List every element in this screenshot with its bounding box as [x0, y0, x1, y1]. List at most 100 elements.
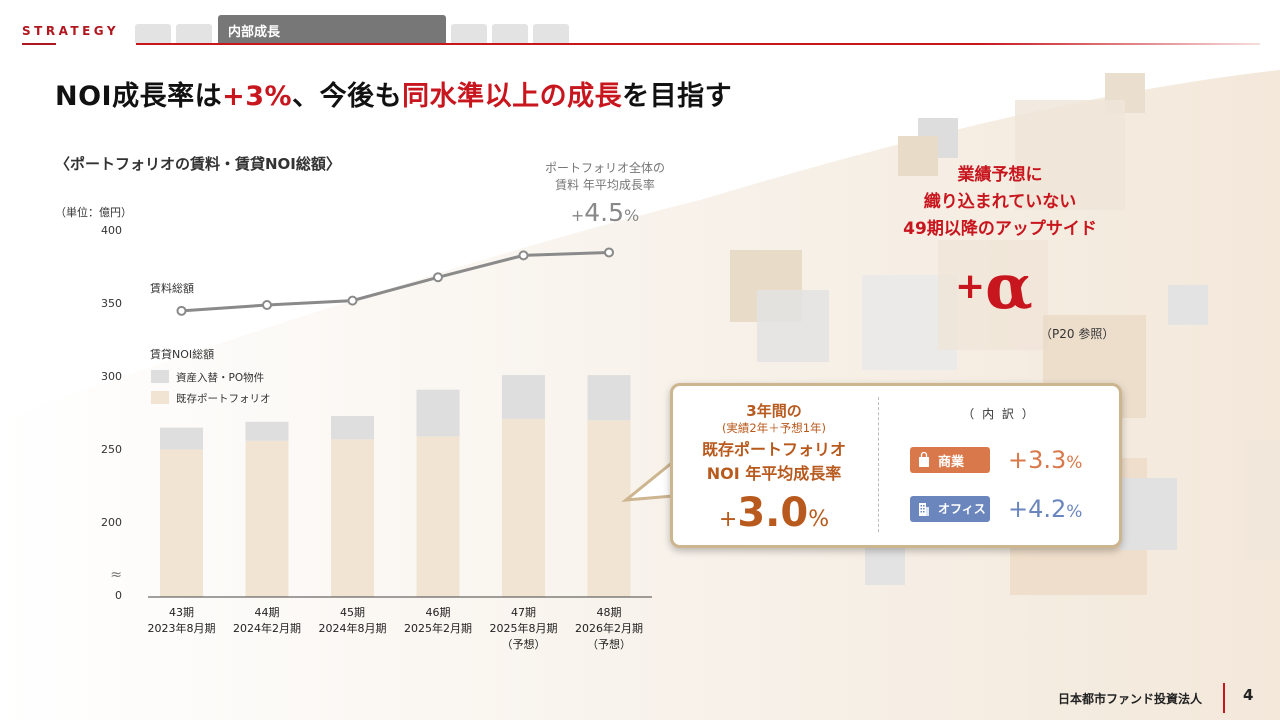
x-tick-period: 48期: [596, 606, 622, 619]
upside-line3: 49期以降のアップサイド: [903, 219, 1097, 239]
bar-existing-portfolio: [331, 439, 374, 597]
retail-badge: 商業: [910, 447, 990, 473]
header-rule: [136, 43, 1260, 45]
office-plus: +: [1008, 495, 1029, 523]
upside-plus: +: [955, 266, 986, 307]
callout-main-line2: NOI 年平均成長率: [706, 464, 842, 483]
y-tick-label: 200: [101, 516, 122, 529]
bar-existing-portfolio: [160, 449, 203, 597]
retail-label: 商業: [938, 455, 965, 470]
y-tick-label: 250: [101, 443, 122, 456]
rent-growth-number: 4.5: [584, 198, 624, 227]
office-number: 4.2: [1028, 495, 1067, 523]
chart-unit: （単位：億円）: [55, 206, 132, 219]
noi-series-label: 賃貸NOI総額: [150, 348, 215, 361]
rent-total-point: [518, 250, 529, 261]
noi-growth-callout: [670, 383, 1122, 548]
x-tick-label: 48期 2026年2月期 （予想）: [561, 605, 657, 653]
rent-total-point: [604, 247, 614, 258]
nav-tab[interactable]: [492, 24, 528, 43]
x-tick-period: 43期: [169, 606, 194, 619]
x-tick-sublabel: 2026年2月期: [575, 622, 643, 635]
x-tick-sublabel: （予想）: [501, 638, 546, 651]
alpha-symbol: α: [985, 250, 1033, 323]
bar-asset-replacement: [160, 427, 203, 450]
rent-growth-value: +4.5%: [530, 198, 680, 227]
rent-total-line: [181, 250, 610, 313]
y-tick-label: 350: [101, 297, 122, 310]
x-tick-period: 45期: [340, 606, 365, 619]
nav-tab-active[interactable]: 内部成長: [218, 15, 446, 43]
office-badge: オフィス: [910, 496, 990, 522]
breakdown-title: （ 内 訳 ）: [962, 407, 1036, 421]
retail-number: 3.3: [1028, 446, 1067, 474]
callout-plus: +: [718, 507, 738, 532]
x-tick-sublabel: 2024年2月期: [233, 622, 301, 635]
x-tick-sublabel: 2023年8月期: [147, 622, 216, 635]
x-tick-sublabel: （予想）: [587, 638, 631, 651]
callout-divider: [878, 397, 879, 532]
axis-break-mark: ≈: [110, 567, 122, 583]
upside-alpha: +α: [955, 250, 1033, 323]
retail-plus: +: [1008, 446, 1029, 474]
office-percent: %: [1066, 502, 1083, 522]
callout-subtitle: (実績2年＋予想1年): [721, 421, 827, 435]
rent-growth-line2: 賃料 年平均成長率: [555, 178, 655, 192]
bar-existing-portfolio: [416, 436, 460, 597]
rent-growth-annotation: ポートフォリオ全体の 賃料 年平均成長率: [530, 160, 680, 194]
title-part: 、今後も: [292, 81, 403, 112]
x-tick-sublabel: 2025年8月期: [489, 622, 558, 635]
bar-asset-replacement: [416, 389, 460, 437]
rent-growth-plus: +: [570, 206, 585, 225]
section-underline: [22, 43, 56, 45]
legend-label-existing: 既存ポートフォリオ: [176, 393, 271, 405]
legend-label-po: 資産入替・PO物件: [176, 372, 265, 384]
callout-value: +3.0%: [672, 490, 876, 536]
y-tick-label: 400: [101, 224, 122, 237]
title-part: を目指す: [622, 81, 733, 112]
y-tick-label: 300: [101, 370, 122, 383]
x-tick-label: 43期 2023年8月期: [134, 605, 230, 637]
callout-number: 3.0: [737, 490, 809, 536]
x-tick-period: 44期: [254, 606, 280, 619]
title-highlight: +3%: [222, 81, 293, 112]
rent-total-point: [433, 272, 443, 283]
title-highlight: 同水準以上の成長: [402, 81, 623, 112]
upside-line2: 織り込まれていない: [923, 192, 1077, 212]
section-label: STRATEGY: [22, 24, 120, 38]
office-building-icon: [919, 503, 929, 516]
office-growth-value: +4.2%: [1008, 495, 1082, 523]
bar-existing-portfolio: [587, 420, 631, 597]
bar-asset-replacement: [331, 415, 374, 440]
company-name: 日本都市ファンド投資法人: [1058, 692, 1203, 706]
rent-total-point: [176, 305, 187, 316]
legend-swatch-po: [151, 370, 169, 383]
shopping-bag-icon: [919, 452, 929, 467]
bar-asset-replacement: [245, 421, 289, 441]
callout-main-line1: 既存ポートフォリオ: [701, 440, 846, 459]
nav-tab[interactable]: [176, 24, 212, 43]
line-series-label: 賃料総額: [150, 282, 194, 295]
rent-growth-percent: %: [623, 206, 640, 225]
bar-asset-replacement: [502, 375, 545, 419]
x-tick-label: 47期 2025年8月期 （予想）: [476, 605, 572, 653]
chart-title: 〈ポートフォリオの賃料・賃貸NOI総額〉: [55, 155, 341, 173]
y-tick-label: 0: [115, 589, 122, 602]
page-number: 4: [1243, 686, 1254, 704]
rent-total-point: [347, 295, 358, 306]
nav-tab[interactable]: [135, 24, 171, 43]
rent-growth-line1: ポートフォリオ全体の: [544, 161, 665, 175]
rent-total-point: [262, 300, 272, 310]
nav-tab[interactable]: [451, 24, 487, 43]
bar-existing-portfolio: [245, 440, 289, 597]
x-tick-label: 44期 2024年2月期: [219, 605, 315, 637]
retail-percent: %: [1066, 453, 1083, 473]
x-tick-sublabel: 2025年2月期: [404, 622, 472, 635]
nav-tab[interactable]: [533, 24, 569, 43]
footer-divider: [1223, 683, 1225, 713]
office-label: オフィス: [938, 502, 986, 516]
callout-percent: %: [808, 507, 830, 532]
bar-asset-replacement: [587, 375, 631, 421]
